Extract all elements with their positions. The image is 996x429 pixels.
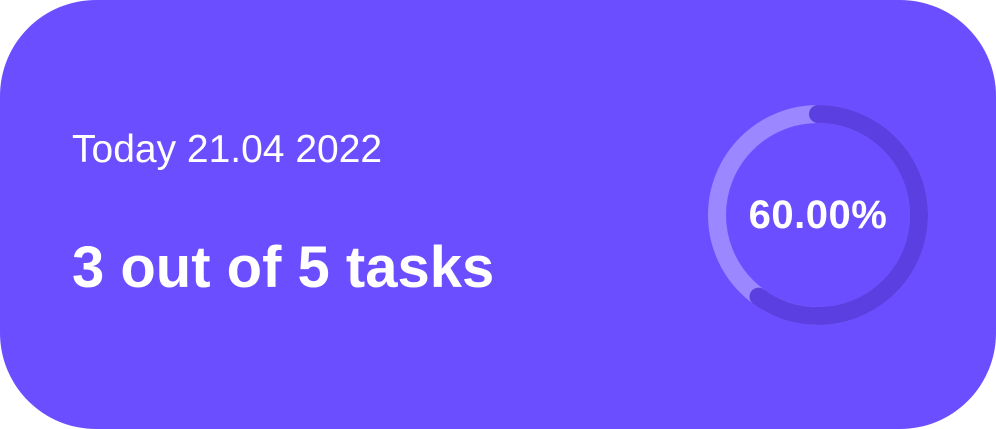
date-label: Today 21.04 2022 [72,128,383,171]
progress-ring [707,104,929,326]
progress-ring-fill [708,105,928,325]
progress-percent: 60.00% [748,192,888,237]
tasks-summary: 3 out of 5 tasks [72,235,495,300]
progress-ring-svg [708,105,928,325]
